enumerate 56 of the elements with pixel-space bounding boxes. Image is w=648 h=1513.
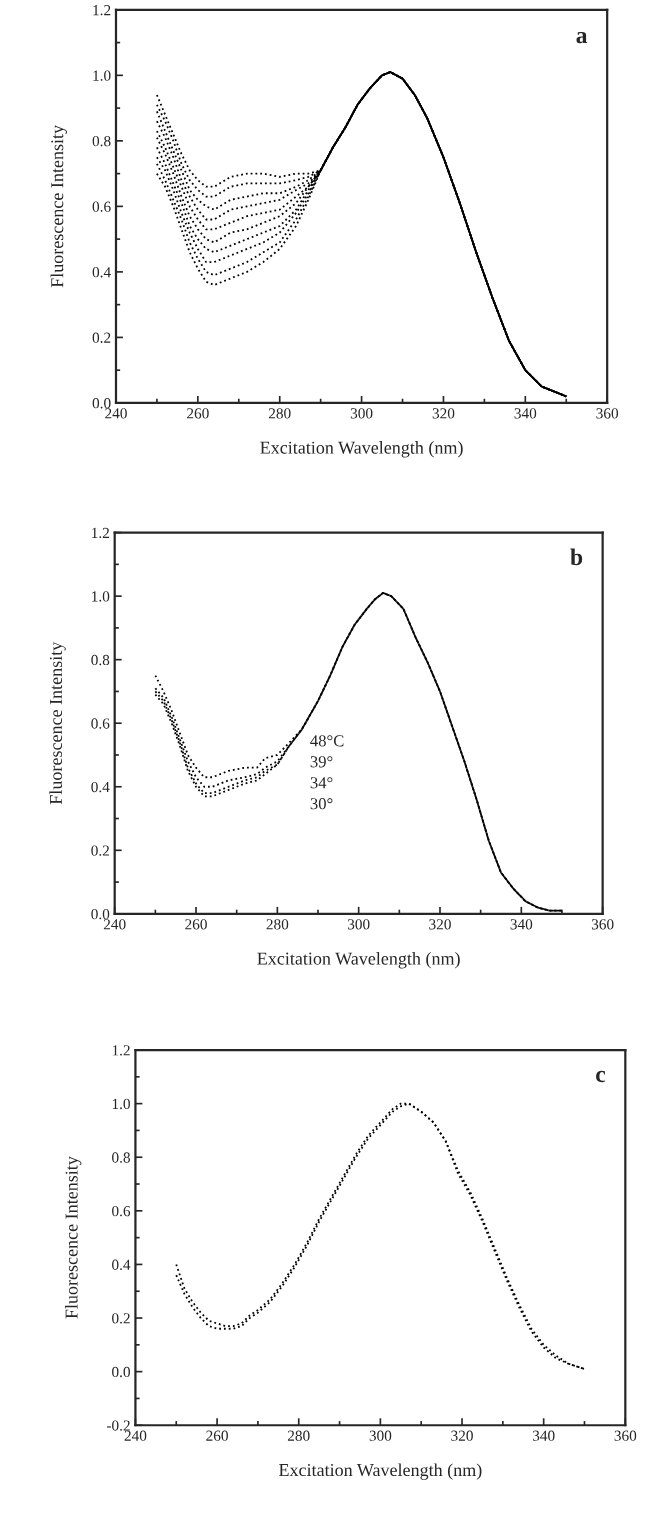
x-tick-label: 280 [287,1430,310,1441]
x-tick-label: 280 [266,919,289,930]
x-tick-label: 300 [350,408,373,419]
x-axis-title: Excitation Wavelength (nm) [260,441,463,458]
annotation: b [570,548,583,566]
y-tick-label: 0.0 [112,1366,130,1378]
x-tick-label: 360 [591,919,614,930]
y-axis-title: Fluorescence Intensity [50,124,68,288]
x-tick-label: 320 [451,1430,473,1441]
annotation: a [576,31,588,44]
x-tick-label: 320 [432,408,455,419]
y-axis-title: Fluorescence Intensity [49,641,66,805]
y-tick-label: 0.4 [112,1259,131,1270]
y-tick-label: 1.2 [92,527,109,539]
x-tick-label: 240 [105,408,127,419]
y-tick-label: 0.0 [91,908,110,920]
y-tick-label: 0.6 [91,718,110,729]
x-tick-label: 360 [596,408,619,419]
annotation: 39° [310,756,333,768]
y-tick-label: 0.8 [92,136,111,147]
x-tick-label: 260 [185,919,207,930]
x-axis-title: Excitation Wavelength (nm) [257,952,460,969]
x-tick-label: 300 [369,1430,392,1441]
x-tick-label: 280 [268,408,291,419]
y-tick-label: -0.2 [106,1420,130,1431]
y-tick-label: 1.2 [93,5,111,16]
y-tick-label: 0.8 [112,1152,130,1163]
annotation: 48°C [310,735,344,747]
x-tick-label: 240 [103,919,126,930]
y-tick-label: 0.6 [92,201,111,212]
x-tick-label: 360 [614,1430,637,1441]
x-tick-label: 340 [510,919,533,930]
y-tick-label: 1.0 [112,1098,130,1110]
y-tick-label: 0.4 [92,267,111,278]
annotation: 30° [310,798,333,810]
annotation: 34° [310,777,333,789]
y-tick-label: 0.2 [91,845,109,856]
annotation: c [596,1070,606,1083]
y-axis-title: Fluorescence Intensity [64,1156,82,1319]
x-tick-label: 260 [187,408,209,419]
x-tick-label: 300 [347,919,370,930]
y-tick-label: 1.0 [92,591,110,602]
y-tick-label: 0.2 [112,1313,130,1324]
x-tick-label: 340 [532,1430,555,1441]
x-tick-label: 260 [206,1430,228,1441]
y-tick-label: 0.4 [91,781,110,793]
y-tick-label: 0.6 [112,1205,131,1217]
y-tick-label: 0.0 [92,398,111,409]
x-tick-label: 240 [124,1430,147,1441]
y-tick-label: 1.2 [112,1045,130,1056]
x-axis-title: Excitation Wavelength (nm) [279,1463,482,1480]
x-tick-label: 320 [429,919,451,930]
y-tick-label: 0.2 [92,332,111,343]
x-tick-label: 340 [514,408,537,419]
y-tick-label: 1.0 [93,70,111,81]
y-tick-label: 0.8 [91,654,110,666]
